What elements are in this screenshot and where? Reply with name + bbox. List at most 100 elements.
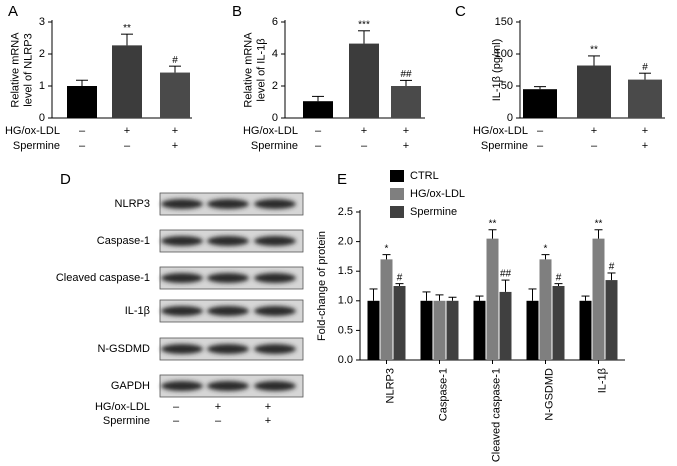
x-tick-label: Caspase-1 — [437, 368, 449, 421]
y-tick-label: 0.5 — [338, 324, 353, 336]
treatment-mark: + — [172, 125, 178, 137]
y-tick-label: 2.0 — [338, 236, 353, 248]
bar — [539, 259, 552, 360]
treatment-mark: + — [265, 401, 271, 413]
bar — [391, 86, 421, 118]
y-axis-label: Fold-change of protein — [316, 231, 328, 341]
significance: # — [172, 55, 178, 66]
significance: # — [397, 272, 403, 283]
treatment-mark: – — [537, 125, 544, 137]
y-axis-label: IL-1β (pg/ml) — [491, 39, 503, 102]
bar — [446, 300, 459, 360]
treatment-label: Spermine — [251, 140, 298, 152]
y-tick-label: 1.0 — [338, 295, 353, 307]
blot-band — [161, 273, 203, 283]
legend-swatch — [390, 170, 404, 182]
treatment-label: HG/ox-LDL — [473, 125, 528, 137]
y-tick-label: 100 — [495, 48, 513, 60]
treatment-mark: + — [403, 140, 409, 152]
panel-label: B — [232, 3, 242, 20]
bar — [526, 300, 539, 360]
y-axis-label: Relative mRNA — [242, 32, 254, 108]
treatment-mark: – — [173, 415, 180, 427]
blot-band — [254, 344, 296, 354]
treatment-mark: + — [265, 415, 271, 427]
legend-label: CTRL — [410, 170, 439, 182]
blot-band — [161, 344, 203, 354]
panel-label: A — [8, 3, 18, 20]
blot-band — [254, 306, 296, 316]
significance: # — [556, 272, 562, 283]
significance: ** — [489, 218, 497, 229]
blot-band — [207, 306, 249, 316]
bar — [592, 238, 605, 360]
treatment-mark: + — [124, 125, 130, 137]
treatment-label: HG/ox-LDL — [243, 125, 298, 137]
bar — [552, 286, 565, 360]
treatment-label: Spermine — [481, 140, 528, 152]
significance: # — [642, 62, 648, 73]
y-tick-label: 4 — [272, 48, 278, 60]
treatment-mark: + — [642, 140, 648, 152]
treatment-mark: – — [315, 125, 322, 137]
treatment-mark: – — [124, 140, 131, 152]
blot-band — [207, 381, 249, 391]
bar — [420, 300, 433, 360]
significance: * — [385, 243, 389, 254]
treatment-mark: – — [79, 140, 86, 152]
treatment-label: HG/ox-LDL — [5, 125, 60, 137]
panel-label: D — [60, 171, 71, 188]
treatment-mark: + — [642, 125, 648, 137]
blot-label: GAPDH — [111, 380, 150, 392]
significance: ** — [595, 218, 603, 229]
y-tick-label: 6 — [272, 16, 278, 28]
treatment-mark: + — [172, 140, 178, 152]
blot-label: Cleaved caspase-1 — [56, 272, 150, 284]
blot-band — [254, 199, 296, 209]
bar — [486, 238, 499, 360]
y-tick-label: 3 — [39, 16, 45, 28]
blot-band — [161, 306, 203, 316]
bar — [523, 89, 557, 118]
bar — [579, 300, 592, 360]
bar — [433, 300, 446, 360]
y-tick-label: 1 — [39, 80, 45, 92]
x-tick-label: IL-1β — [596, 368, 608, 393]
y-tick-label: 50 — [501, 80, 513, 92]
blot-band — [207, 344, 249, 354]
treatment-mark: – — [537, 140, 544, 152]
bar — [112, 45, 142, 118]
bar — [303, 101, 333, 118]
treatment-mark: – — [173, 401, 180, 413]
bar — [380, 259, 393, 360]
x-tick-label: Cleaved caspase-1 — [490, 368, 502, 462]
treatment-mark: – — [361, 140, 368, 152]
significance: ## — [400, 69, 412, 80]
y-tick-label: 2 — [272, 80, 278, 92]
x-tick-label: N-GSDMD — [543, 368, 555, 421]
significance: ** — [590, 45, 598, 56]
treatment-mark: – — [215, 415, 222, 427]
bar — [605, 280, 618, 360]
bar — [393, 286, 406, 360]
y-tick-label: 0 — [39, 112, 45, 124]
bar — [67, 86, 97, 118]
bar — [367, 300, 380, 360]
blot-band — [207, 236, 249, 246]
y-tick-label: 1.5 — [338, 265, 353, 277]
blot-band — [161, 236, 203, 246]
bar — [499, 291, 512, 360]
blot-label: Caspase-1 — [97, 235, 150, 247]
x-tick-label: NLRP3 — [384, 368, 396, 403]
bar — [349, 43, 379, 118]
blot-band — [207, 273, 249, 283]
blot-band — [207, 199, 249, 209]
treatment-mark: – — [79, 125, 86, 137]
bar — [628, 79, 662, 118]
y-axis-label: level of NLRP3 — [22, 33, 34, 106]
significance: ** — [123, 23, 131, 34]
treatment-mark: – — [315, 140, 322, 152]
y-tick-label: 0 — [272, 112, 278, 124]
treatment-label: Spermine — [103, 415, 150, 427]
